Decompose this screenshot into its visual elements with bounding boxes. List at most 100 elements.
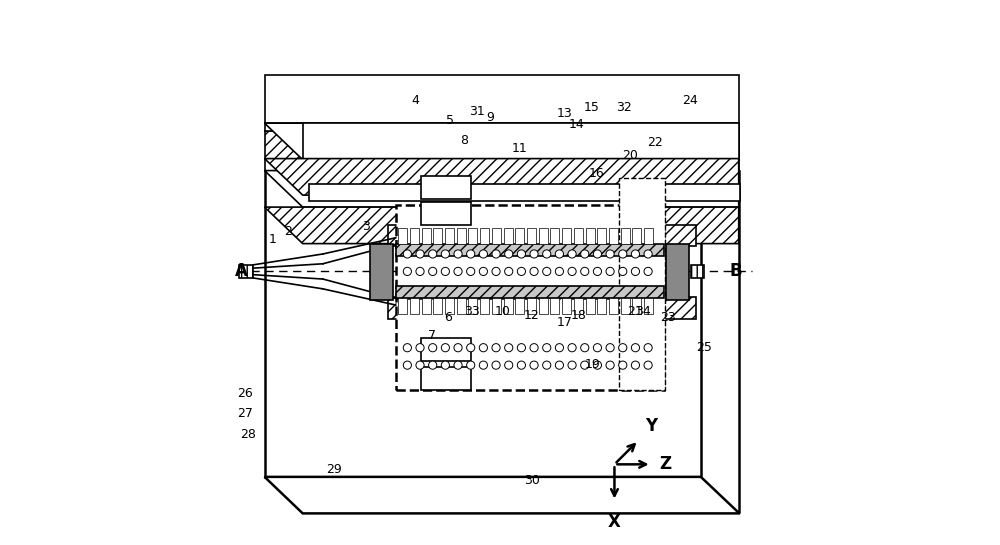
Bar: [398, 298, 407, 314]
Bar: [609, 298, 618, 314]
Text: 26: 26: [237, 387, 253, 400]
Text: 18: 18: [571, 308, 587, 322]
Bar: [265, 123, 739, 131]
Text: 27: 27: [237, 407, 253, 420]
Circle shape: [467, 250, 475, 258]
Text: 32: 32: [616, 101, 632, 114]
Bar: [644, 228, 653, 244]
Circle shape: [568, 344, 576, 352]
Circle shape: [530, 268, 538, 276]
Bar: [239, 265, 253, 278]
Bar: [468, 228, 477, 244]
Bar: [410, 298, 419, 314]
Circle shape: [441, 250, 449, 258]
Circle shape: [479, 268, 487, 276]
Text: 2: 2: [285, 225, 292, 238]
Circle shape: [568, 361, 576, 370]
Bar: [422, 298, 431, 314]
Text: 6: 6: [444, 311, 452, 324]
Circle shape: [454, 250, 462, 258]
Text: 5: 5: [446, 114, 454, 128]
Bar: [492, 298, 501, 314]
Circle shape: [467, 344, 475, 352]
Circle shape: [416, 344, 424, 352]
Text: 28: 28: [240, 428, 256, 441]
Circle shape: [581, 361, 589, 370]
Text: X: X: [608, 513, 621, 531]
Bar: [574, 298, 583, 314]
Bar: [504, 228, 513, 244]
Bar: [445, 228, 454, 244]
Circle shape: [403, 361, 411, 370]
Circle shape: [492, 361, 500, 370]
Circle shape: [530, 344, 538, 352]
Bar: [644, 298, 653, 314]
Bar: [527, 228, 536, 244]
Bar: [421, 367, 471, 390]
Text: 17: 17: [556, 316, 572, 329]
Bar: [388, 297, 696, 319]
Text: 11: 11: [511, 142, 527, 155]
Bar: [265, 171, 734, 477]
Text: 16: 16: [589, 167, 605, 180]
Circle shape: [555, 361, 563, 370]
Text: 25: 25: [696, 341, 712, 354]
Bar: [492, 228, 501, 244]
Bar: [433, 228, 442, 244]
Text: B: B: [729, 262, 742, 281]
Bar: [265, 131, 739, 159]
Text: 34: 34: [635, 305, 651, 318]
Circle shape: [543, 361, 551, 370]
Circle shape: [467, 361, 475, 370]
Circle shape: [631, 361, 640, 370]
Bar: [445, 298, 454, 314]
Circle shape: [429, 361, 437, 370]
Text: 29: 29: [326, 463, 342, 476]
Circle shape: [479, 344, 487, 352]
Bar: [515, 228, 524, 244]
Circle shape: [619, 268, 627, 276]
Polygon shape: [265, 207, 739, 244]
Circle shape: [644, 250, 652, 258]
Circle shape: [517, 344, 525, 352]
Circle shape: [619, 250, 627, 258]
Bar: [691, 265, 704, 278]
Circle shape: [517, 361, 525, 370]
Bar: [597, 228, 606, 244]
Bar: [480, 228, 489, 244]
Text: 33: 33: [464, 305, 480, 318]
Bar: [457, 228, 466, 244]
Text: 12: 12: [524, 308, 539, 322]
Circle shape: [631, 250, 640, 258]
Bar: [515, 298, 524, 314]
Bar: [504, 298, 513, 314]
Circle shape: [581, 250, 589, 258]
Bar: [666, 244, 689, 300]
Circle shape: [517, 268, 525, 276]
Bar: [396, 205, 664, 297]
Circle shape: [441, 268, 449, 276]
Circle shape: [581, 268, 589, 276]
Bar: [421, 176, 471, 199]
Bar: [562, 228, 571, 244]
Bar: [398, 228, 407, 244]
Bar: [410, 228, 419, 244]
Circle shape: [644, 361, 652, 370]
Circle shape: [581, 344, 589, 352]
Circle shape: [505, 344, 513, 352]
Bar: [421, 338, 471, 361]
Circle shape: [505, 361, 513, 370]
Circle shape: [441, 361, 449, 370]
Bar: [586, 228, 595, 244]
Circle shape: [555, 268, 563, 276]
Circle shape: [606, 250, 614, 258]
Circle shape: [416, 361, 424, 370]
Text: 21: 21: [627, 305, 643, 318]
Circle shape: [593, 344, 602, 352]
Bar: [421, 202, 471, 225]
Circle shape: [568, 268, 576, 276]
Circle shape: [429, 268, 437, 276]
Bar: [597, 298, 606, 314]
Bar: [265, 75, 739, 123]
Circle shape: [530, 361, 538, 370]
